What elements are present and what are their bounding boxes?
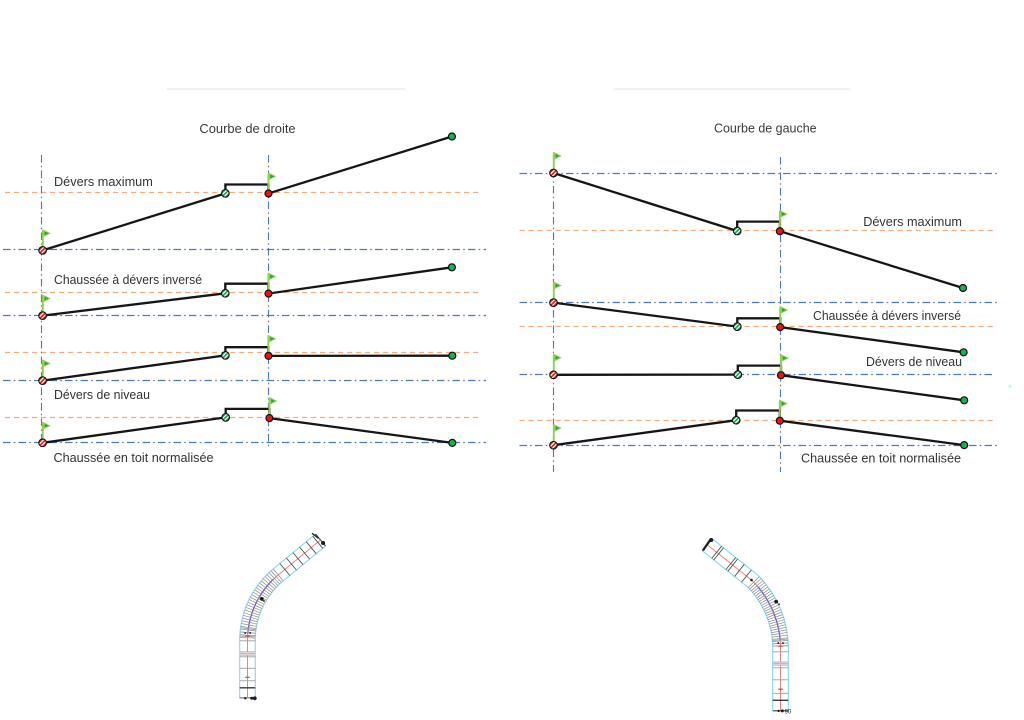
svg-text:Chaussée à dévers inversé: Chaussée à dévers inversé [54, 272, 202, 287]
svg-text:Courbe de droite: Courbe de droite [199, 121, 295, 136]
svg-text:Dévers maximum: Dévers maximum [54, 174, 153, 189]
svg-text:Dévers de niveau: Dévers de niveau [866, 354, 962, 369]
svg-text:Chaussée en toit normalisée: Chaussée en toit normalisée [801, 451, 961, 466]
svg-text:Chaussée à dévers inversé: Chaussée à dévers inversé [813, 308, 961, 323]
svg-text:Dévers maximum: Dévers maximum [863, 214, 962, 229]
svg-text:Courbe de gauche: Courbe de gauche [714, 121, 817, 136]
svg-text:Dévers de niveau: Dévers de niveau [54, 387, 150, 402]
svg-text:90: 90 [785, 709, 792, 715]
svg-text:Chaussée en toit normalisée: Chaussée en toit normalisée [54, 450, 214, 465]
